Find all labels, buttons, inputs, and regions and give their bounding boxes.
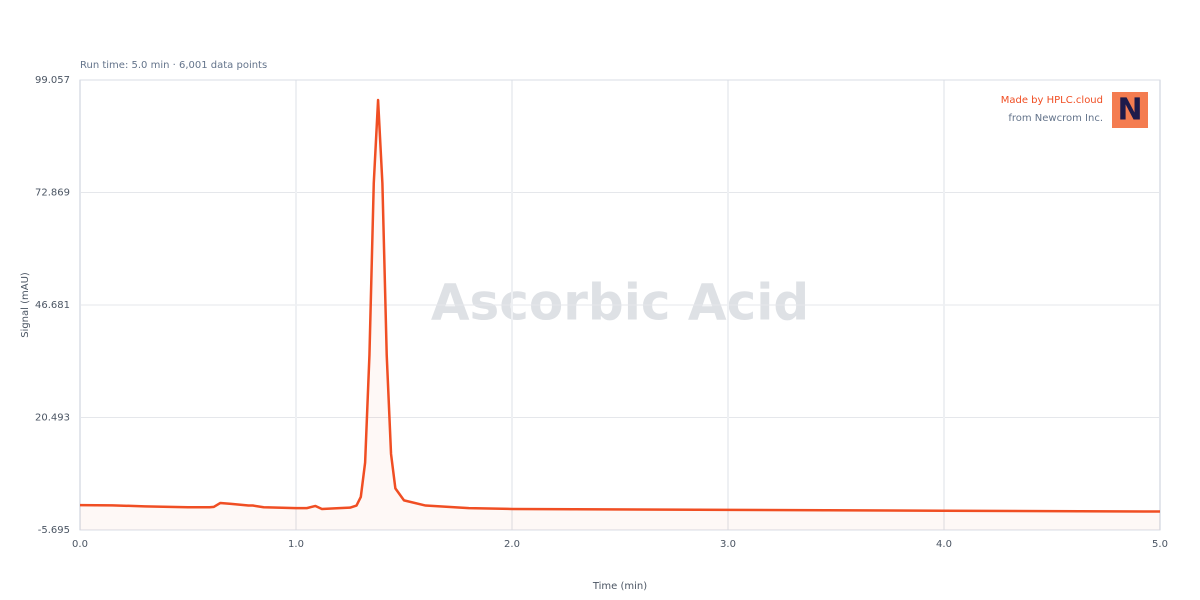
x-tick-label: 5.0 [1152,539,1168,550]
brand: Made by HPLC.cloud from Newcrom Inc. N [1001,92,1148,128]
y-tick-label: 46.681 [35,300,70,311]
x-tick-label: 1.0 [288,539,304,550]
x-tick-label: 0.0 [72,539,88,550]
brand-from: from Newcrom Inc. [1008,113,1103,124]
plot-frame [79,79,1161,531]
y-axis-label: Signal (mAU) [20,272,31,338]
y-tick-label: 99.057 [35,75,70,86]
x-axis-label: Time (min) [592,581,647,592]
brand-logo-bg [1112,92,1148,128]
y-tick-label: 72.869 [35,188,70,199]
x-tick-label: 2.0 [504,539,520,550]
signal-line [79,98,1161,513]
watermark: Ascorbic Acid [431,274,809,332]
y-tick-label: -5.695 [38,525,70,536]
y-tick-label: 20.493 [35,413,70,424]
x-tick-label: 4.0 [936,539,952,550]
brand-logo: N [1117,93,1142,128]
chart-subtitle: Run time: 5.0 min · 6,001 data points [80,60,267,71]
brand-made-by: Made by HPLC.cloud [1001,95,1103,106]
x-tick-label: 3.0 [720,539,736,550]
